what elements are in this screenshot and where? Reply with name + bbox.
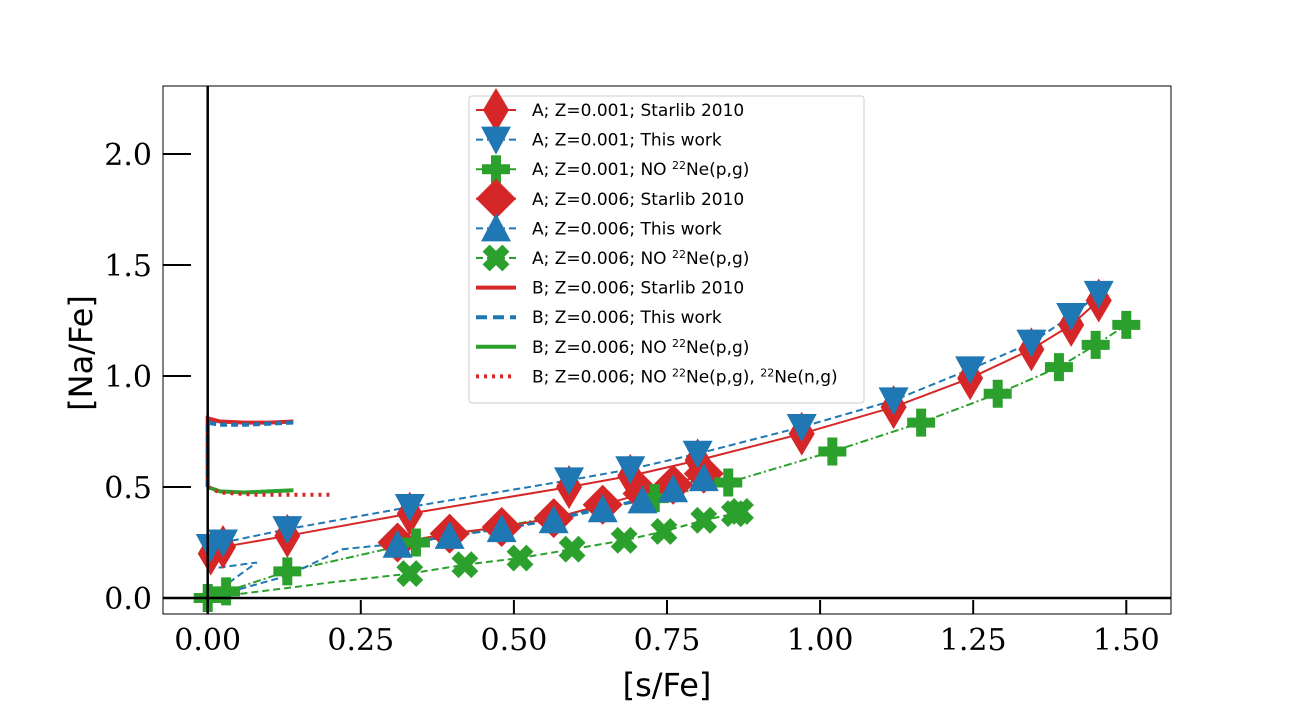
x-tick-label: 1.25 [940,623,1007,658]
data-point [878,387,909,416]
data-point [1081,330,1110,359]
y-tick-label: 0.5 [104,471,152,506]
legend: A; Z=0.001; Starlib 2010 A; Z=0.001; This… [468,88,865,404]
reference-lines [163,86,1171,614]
legend-label: B; Z=0.006; NO 22Ne(p,g) [532,336,749,358]
legend-entry: A; Z=0.006; Starlib 2010 [476,178,744,219]
legend-marker-icon [481,213,511,242]
data-point [818,437,847,466]
legend-marker-icon [483,88,509,132]
legend-label: B; Z=0.006; Starlib 2010 [532,279,744,299]
data-point [615,456,646,485]
legend-marker-icon [481,126,511,155]
data-point [273,557,302,586]
legend-marker-icon [476,178,516,219]
data-point [658,474,689,503]
legend-entry: A; Z=0.001; Starlib 2010 [476,88,744,132]
data-point [650,517,678,545]
y-tick-label: 1.0 [104,360,152,395]
data-point [714,468,743,497]
data-point [554,467,585,496]
data-point [538,505,569,534]
legend-label: A; Z=0.006; NO 22Ne(p,g) [532,248,749,270]
data-point [688,463,719,492]
x-axis-label: [s/Fe] [623,666,712,704]
data-point [212,577,241,606]
data-point [396,560,424,588]
series-line-11 [207,572,410,599]
legend-entry: B; Z=0.006; NO 22Ne(p,g), 22Ne(n,g) [476,366,838,388]
data-point [727,497,754,525]
data-point [955,356,986,385]
series-line-7 [205,420,294,487]
data-point [1112,310,1141,339]
legend-entry: A; Z=0.006; NO 22Ne(p,g) [476,244,749,272]
x-tick-label: 0.75 [634,623,701,658]
series-line-5 [409,510,741,575]
data-point [610,526,638,554]
legend-label: A; Z=0.001; NO 22Ne(p,g) [532,159,749,181]
legend-label: A; Z=0.001; This work [532,131,722,151]
data-point [434,520,465,549]
x-tick-label: 1.00 [787,623,854,658]
data-point [401,528,430,557]
legend-marker-icon [482,244,510,272]
x-tick-label: 1.50 [1093,623,1160,658]
legend-label: B; Z=0.006; NO 22Ne(p,g), 22Ne(n,g) [532,366,838,388]
data-point [558,535,586,563]
data-point [208,529,239,558]
series-line-9 [206,485,331,497]
x-tick-label: 0.00 [174,623,241,658]
legend-label: A; Z=0.006; Starlib 2010 [532,190,744,210]
legend-entry: A; Z=0.001; This work [476,126,722,155]
legend-entry: B; Z=0.006; Starlib 2010 [476,279,744,299]
series-line-6 [205,415,294,487]
data-point [1083,280,1114,309]
x-tick-label: 0.50 [481,623,548,658]
y-tick-label: 0.0 [104,582,152,617]
legend-entry: B; Z=0.006; This work [476,308,722,328]
data-point [1016,329,1047,358]
data-point [682,440,713,469]
legend-entry: A; Z=0.001; NO 22Ne(p,g) [476,155,749,184]
legend-label: A; Z=0.001; Starlib 2010 [532,101,744,121]
plot-markers [193,278,1141,613]
data-point [1044,353,1073,382]
x-axis: 0.00 0.25 0.50 0.75 1.00 1.25 1.50 [174,600,1160,658]
x-tick-label: 0.25 [327,623,394,658]
data-point [272,516,303,545]
data-point [786,414,817,443]
data-point [506,544,534,572]
y-tick-label: 1.5 [104,249,152,284]
legend-box [468,95,865,404]
data-point [627,485,658,514]
y-tick-label: 2.0 [104,138,152,173]
series-line-8 [207,485,294,495]
data-point [486,514,517,543]
data-point [640,484,669,513]
data-point [587,494,618,523]
data-point [907,408,936,437]
y-axis: 0.0 0.5 1.0 1.5 2.0 [104,138,191,617]
data-point [382,529,413,558]
data-point [394,493,425,522]
legend-label: A; Z=0.006; This work [532,219,722,239]
data-point [1056,303,1087,332]
legend-entry: A; Z=0.006; This work [476,213,722,242]
data-point [451,551,479,579]
legend-label: B; Z=0.006; This work [532,308,722,328]
legend-entry: B; Z=0.006; NO 22Ne(p,g) [476,336,749,358]
y-axis-label: [Na/Fe] [62,295,100,411]
data-point [983,379,1012,408]
data-point [690,506,718,534]
legend-marker-icon [482,155,510,184]
